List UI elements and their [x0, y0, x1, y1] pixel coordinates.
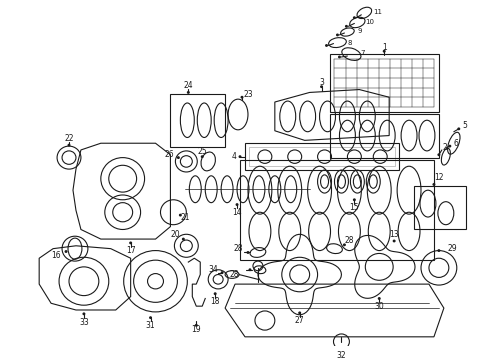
Circle shape — [195, 324, 198, 327]
Circle shape — [187, 91, 190, 94]
Text: 31: 31 — [146, 321, 155, 330]
Circle shape — [239, 155, 242, 158]
Text: 21: 21 — [181, 213, 190, 222]
Text: 14: 14 — [232, 208, 242, 217]
Circle shape — [129, 242, 132, 244]
Circle shape — [438, 249, 441, 252]
Bar — [329, 54, 439, 112]
Circle shape — [438, 153, 441, 156]
Text: 16: 16 — [51, 251, 61, 260]
Circle shape — [241, 96, 244, 99]
Text: 26: 26 — [165, 150, 174, 159]
Circle shape — [343, 243, 346, 246]
Circle shape — [214, 292, 217, 295]
Bar — [240, 159, 434, 260]
Circle shape — [336, 33, 339, 36]
Bar — [414, 186, 466, 229]
Circle shape — [248, 268, 251, 271]
Circle shape — [201, 155, 204, 158]
Circle shape — [182, 238, 185, 240]
Text: 20: 20 — [171, 230, 180, 239]
Circle shape — [392, 239, 395, 242]
Circle shape — [383, 50, 386, 53]
Circle shape — [320, 85, 323, 88]
Text: 6: 6 — [453, 139, 458, 148]
Circle shape — [177, 156, 180, 159]
Circle shape — [246, 251, 249, 254]
Circle shape — [149, 316, 152, 319]
Text: 27: 27 — [295, 316, 304, 325]
Circle shape — [82, 312, 85, 315]
Text: 15: 15 — [349, 203, 359, 212]
Circle shape — [378, 297, 381, 300]
Text: 23: 23 — [243, 90, 253, 99]
Text: 24: 24 — [184, 81, 193, 90]
Text: 3: 3 — [319, 78, 324, 87]
Circle shape — [65, 250, 68, 253]
Circle shape — [353, 16, 356, 19]
Text: 29: 29 — [447, 244, 457, 253]
Text: 34: 34 — [208, 265, 218, 274]
Text: 2: 2 — [442, 143, 447, 152]
Text: 5: 5 — [462, 121, 467, 130]
Circle shape — [457, 127, 460, 130]
Bar — [245, 143, 399, 170]
Text: 32: 32 — [337, 351, 346, 360]
Text: 33: 33 — [79, 318, 89, 327]
Text: 11: 11 — [373, 9, 382, 15]
Text: 17: 17 — [126, 246, 135, 255]
Bar — [171, 94, 225, 147]
Text: 8: 8 — [347, 40, 352, 46]
Text: 1: 1 — [382, 43, 387, 52]
Text: 18: 18 — [210, 297, 220, 306]
Text: 22: 22 — [64, 134, 74, 143]
Circle shape — [345, 25, 348, 28]
Text: 25: 25 — [197, 147, 207, 156]
Text: 28: 28 — [229, 270, 239, 279]
Text: 30: 30 — [374, 302, 384, 311]
Circle shape — [68, 144, 71, 147]
Circle shape — [353, 198, 356, 201]
Text: 7: 7 — [360, 50, 365, 56]
Text: 10: 10 — [365, 18, 374, 24]
Text: 4: 4 — [232, 152, 237, 161]
Circle shape — [179, 214, 182, 217]
Circle shape — [433, 183, 436, 186]
Bar — [329, 114, 439, 158]
Bar — [249, 147, 395, 166]
Text: 28: 28 — [344, 237, 354, 246]
Circle shape — [298, 311, 301, 314]
Circle shape — [338, 55, 341, 58]
Text: 19: 19 — [192, 325, 201, 334]
Circle shape — [325, 44, 328, 47]
Text: 13: 13 — [390, 230, 399, 239]
Text: 28: 28 — [233, 244, 243, 253]
Circle shape — [220, 271, 223, 274]
Circle shape — [236, 203, 239, 206]
Text: 12: 12 — [434, 173, 443, 182]
Circle shape — [340, 348, 343, 351]
Text: 9: 9 — [357, 28, 362, 34]
Circle shape — [448, 145, 451, 148]
